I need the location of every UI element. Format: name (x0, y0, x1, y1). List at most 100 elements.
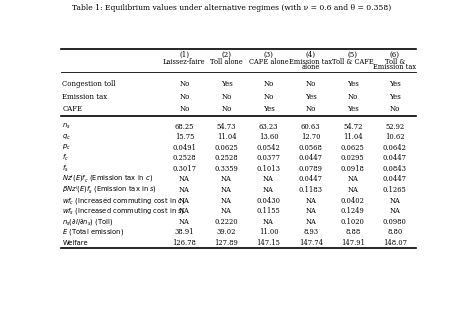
Text: NA: NA (179, 175, 189, 183)
Text: 0.0568: 0.0568 (298, 144, 322, 152)
Text: (1): (1) (179, 51, 189, 59)
Text: No: No (221, 93, 231, 100)
Text: 147.91: 147.91 (340, 239, 364, 247)
Text: $n_s(\partial I/\partial n_s)$ (Toll): $n_s(\partial I/\partial n_s)$ (Toll) (62, 217, 113, 226)
Text: 10.62: 10.62 (384, 133, 404, 141)
Text: Emission tax: Emission tax (288, 58, 332, 66)
Text: 13.60: 13.60 (258, 133, 278, 141)
Text: NA: NA (263, 218, 273, 226)
Text: Yes: Yes (388, 93, 400, 100)
Text: 0.2528: 0.2528 (172, 154, 196, 162)
Text: 0.0430: 0.0430 (256, 197, 280, 204)
Text: NA: NA (179, 218, 189, 226)
Text: CAFE: CAFE (62, 105, 82, 113)
Text: 68.25: 68.25 (175, 123, 194, 131)
Text: $Nz'(E)f_c$ (Emission tax in $c$): $Nz'(E)f_c$ (Emission tax in $c$) (62, 174, 153, 185)
Text: NA: NA (305, 218, 315, 226)
Text: No: No (263, 93, 273, 100)
Text: Yes: Yes (388, 80, 400, 88)
Text: No: No (305, 105, 315, 113)
Text: 0.0377: 0.0377 (256, 154, 280, 162)
Text: $p_c$: $p_c$ (62, 143, 71, 152)
Text: NA: NA (388, 207, 400, 215)
Text: 0.0447: 0.0447 (382, 154, 406, 162)
Text: 148.07: 148.07 (382, 239, 406, 247)
Text: No: No (179, 105, 189, 113)
Text: 0.0295: 0.0295 (340, 154, 364, 162)
Text: No: No (179, 80, 189, 88)
Text: 52.92: 52.92 (384, 123, 403, 131)
Text: $n_s$: $n_s$ (62, 122, 71, 131)
Text: No: No (347, 93, 357, 100)
Text: 0.0642: 0.0642 (382, 144, 406, 152)
Text: NA: NA (388, 197, 400, 204)
Text: 0.3017: 0.3017 (172, 165, 196, 173)
Text: Toll & CAFE: Toll & CAFE (331, 58, 373, 66)
Text: 60.63: 60.63 (300, 123, 320, 131)
Text: CAFE alone: CAFE alone (248, 58, 288, 66)
Text: No: No (305, 80, 315, 88)
Text: Congestion toll: Congestion toll (62, 80, 115, 88)
Text: 0.0843: 0.0843 (382, 165, 406, 173)
Text: 147.15: 147.15 (256, 239, 280, 247)
Text: 8.80: 8.80 (386, 228, 401, 236)
Text: 63.23: 63.23 (258, 123, 278, 131)
Text: NA: NA (179, 207, 189, 215)
Text: 0.0625: 0.0625 (214, 144, 238, 152)
Text: 0.1155: 0.1155 (256, 207, 280, 215)
Text: 11.04: 11.04 (216, 133, 236, 141)
Text: (4): (4) (305, 51, 315, 59)
Text: NA: NA (220, 175, 232, 183)
Text: 0.0447: 0.0447 (382, 175, 406, 183)
Text: No: No (179, 93, 189, 100)
Text: Yes: Yes (346, 105, 358, 113)
Text: 0.1183: 0.1183 (298, 186, 322, 194)
Text: NA: NA (346, 175, 357, 183)
Text: $E$ (Total emission): $E$ (Total emission) (62, 227, 124, 237)
Text: 38.91: 38.91 (174, 228, 194, 236)
Text: Toll &: Toll & (384, 58, 404, 66)
Text: (3): (3) (263, 51, 273, 59)
Text: (2): (2) (221, 51, 231, 59)
Text: 39.02: 39.02 (216, 228, 236, 236)
Text: Laissez-faire: Laissez-faire (163, 58, 205, 66)
Text: NA: NA (263, 186, 273, 194)
Text: Yes: Yes (304, 93, 316, 100)
Text: $wf_s$ (Increased commuting cost in $s$): $wf_s$ (Increased commuting cost in $s$) (62, 206, 185, 216)
Text: NA: NA (305, 207, 315, 215)
Text: 0.3359: 0.3359 (214, 165, 238, 173)
Text: 15.75: 15.75 (175, 133, 194, 141)
Text: (6): (6) (389, 51, 399, 59)
Text: 0.2220: 0.2220 (214, 218, 238, 226)
Text: Emission tax: Emission tax (62, 93, 107, 100)
Text: 0.0491: 0.0491 (172, 144, 196, 152)
Text: 0.0447: 0.0447 (298, 154, 322, 162)
Text: $wf_c$ (Increased commuting cost in $c$): $wf_c$ (Increased commuting cost in $c$) (62, 196, 185, 206)
Text: NA: NA (220, 186, 232, 194)
Text: alone: alone (301, 63, 319, 72)
Text: 0.1265: 0.1265 (382, 186, 406, 194)
Text: Welfare: Welfare (62, 240, 88, 246)
Text: Yes: Yes (220, 80, 232, 88)
Text: No: No (221, 105, 231, 113)
Text: 127.89: 127.89 (214, 239, 238, 247)
Text: 8.93: 8.93 (302, 228, 318, 236)
Text: 0.0447: 0.0447 (298, 175, 322, 183)
Text: NA: NA (346, 186, 357, 194)
Text: 12.70: 12.70 (300, 133, 319, 141)
Text: 0.1249: 0.1249 (340, 207, 364, 215)
Text: 11.04: 11.04 (342, 133, 362, 141)
Text: 0.2528: 0.2528 (214, 154, 238, 162)
Text: 11.00: 11.00 (258, 228, 278, 236)
Text: NA: NA (263, 175, 273, 183)
Text: 54.73: 54.73 (216, 123, 236, 131)
Text: 0.0980: 0.0980 (382, 218, 406, 226)
Text: Toll alone: Toll alone (210, 58, 242, 66)
Text: Table 1: Equilibrium values under alternative regimes (with ν = 0.6 and θ = 0.35: Table 1: Equilibrium values under altern… (72, 4, 391, 12)
Text: 0.1013: 0.1013 (256, 165, 280, 173)
Text: 0.0918: 0.0918 (340, 165, 364, 173)
Text: 0.0789: 0.0789 (298, 165, 322, 173)
Text: 8.88: 8.88 (344, 228, 360, 236)
Text: $\beta Nz'(E)f_s$ (Emission tax in $s$): $\beta Nz'(E)f_s$ (Emission tax in $s$) (62, 185, 157, 196)
Text: NA: NA (305, 197, 315, 204)
